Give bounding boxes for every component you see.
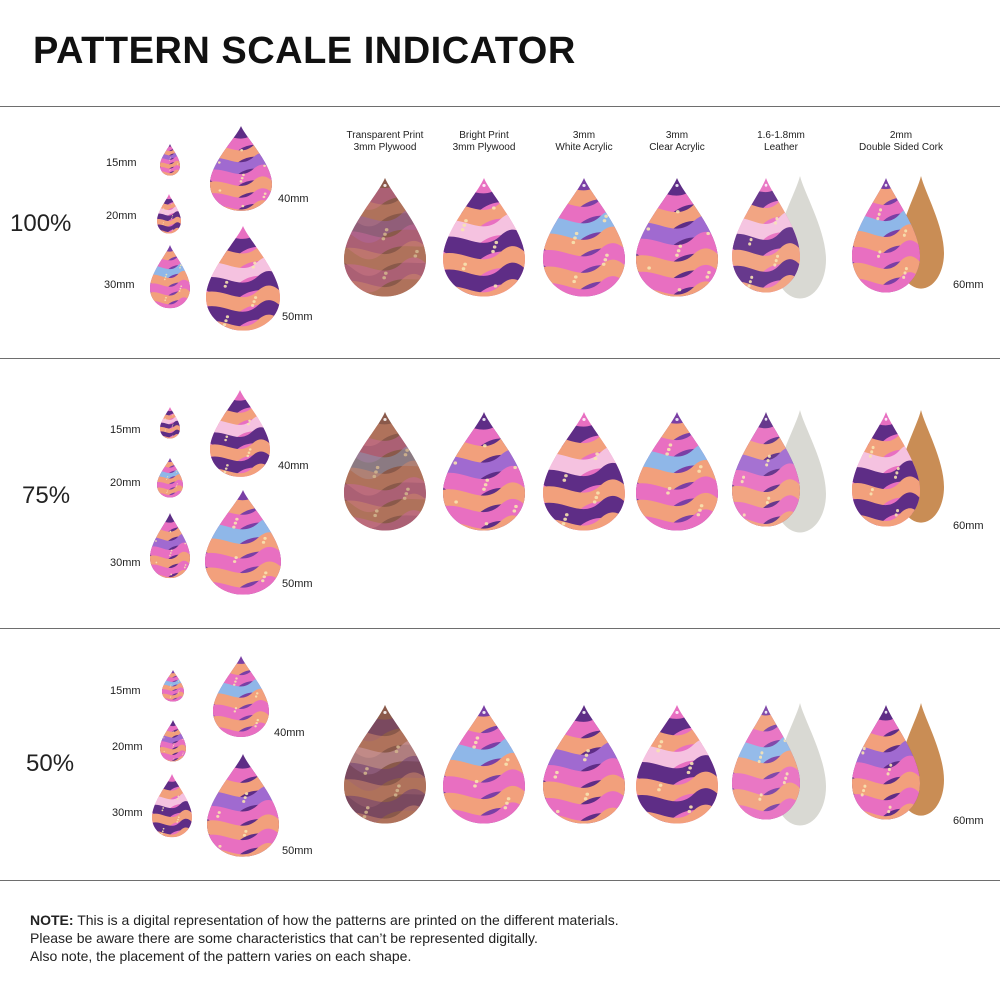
scale-label: 50% xyxy=(26,750,75,777)
size-label: 20mm xyxy=(112,741,143,753)
material-sample-drop xyxy=(344,178,426,298)
note-line-3: Also note, the placement of the pattern … xyxy=(30,948,412,964)
material-label: 3mm Clear Acrylic xyxy=(622,130,732,154)
material-line-1: 3mm xyxy=(665,130,689,141)
material-line-2: White Acrylic xyxy=(555,142,613,153)
material-line-1: 1.6-1.8mm xyxy=(757,130,805,141)
material-sample-drop xyxy=(732,178,800,294)
sample-drop-20mm xyxy=(160,720,186,762)
material-line-2: Double Sided Cork xyxy=(859,142,943,153)
material-sample-drop xyxy=(852,412,920,528)
scale-section: 50% 15mm 20mm 30mm 40mm 50mm 60mm xyxy=(0,630,1000,880)
material-label: Bright Print 3mm Plywood xyxy=(429,130,539,154)
material-line-2: Leather xyxy=(764,142,798,153)
size-label: 30mm xyxy=(110,557,141,569)
material-sample-drop xyxy=(443,705,525,825)
scale-label: 75% xyxy=(22,482,71,509)
material-sample-drop xyxy=(344,705,426,825)
note-label: NOTE: xyxy=(30,912,74,928)
size-label: 15mm xyxy=(106,157,137,169)
material-sample-drop xyxy=(443,412,525,532)
sample-drop-20mm xyxy=(157,194,181,234)
divider xyxy=(0,106,1000,107)
material-sample-drop xyxy=(443,178,525,298)
sample-drop-40mm xyxy=(210,390,270,478)
sample-drop-50mm xyxy=(205,490,281,596)
size-label: 30mm xyxy=(104,279,135,291)
sample-drop-40mm xyxy=(213,656,269,738)
sample-drop-15mm xyxy=(162,670,184,702)
material-sample-drop xyxy=(852,178,920,294)
size-label: 15mm xyxy=(110,685,141,697)
material-sample-drop xyxy=(543,705,625,825)
material-label: Transparent Print 3mm Plywood xyxy=(330,130,440,154)
size-label: 30mm xyxy=(112,807,143,819)
material-line-2: Clear Acrylic xyxy=(649,142,705,153)
material-line-1: Bright Print xyxy=(459,130,509,141)
size-label: 50mm xyxy=(282,578,313,590)
material-sample-drop xyxy=(732,412,800,528)
size-label: 20mm xyxy=(106,210,137,222)
scale-section: 100% 15mm 20mm 30mm 40mm 50mm Transparent Prin… xyxy=(0,108,1000,358)
material-sample-drop xyxy=(636,178,718,298)
size-label: 15mm xyxy=(110,424,141,436)
size-label: 50mm xyxy=(282,311,313,323)
note-line-1: This is a digital representation of how … xyxy=(73,912,619,928)
size-label: 50mm xyxy=(282,845,313,857)
note-text: NOTE: This is a digital representation o… xyxy=(30,911,619,965)
material-line-1: 2mm xyxy=(889,130,913,141)
sample-drop-50mm xyxy=(206,226,280,332)
material-sample-drop xyxy=(732,705,800,821)
material-sample-drop xyxy=(543,178,625,298)
material-sample-drop xyxy=(636,412,718,532)
material-sample-drop xyxy=(852,705,920,821)
page-title: PATTERN SCALE INDICATOR xyxy=(33,30,576,72)
divider xyxy=(0,880,1000,881)
material-label: 2mm Double Sided Cork xyxy=(846,130,956,154)
scale-section: 75% 15mm 20mm 30mm 40mm 50mm 60mm xyxy=(0,360,1000,610)
note-line-2: Please be aware there are some character… xyxy=(30,930,538,946)
material-sample-drop xyxy=(543,412,625,532)
sample-drop-40mm xyxy=(210,126,272,212)
material-sample-drop xyxy=(636,705,718,825)
sample-drop-50mm xyxy=(207,754,279,858)
sample-drop-30mm xyxy=(150,513,190,579)
size-label: 20mm xyxy=(110,477,141,489)
material-label: 1.6-1.8mm Leather xyxy=(726,130,836,154)
sample-drop-15mm xyxy=(160,407,180,439)
material-line-2: 3mm Plywood xyxy=(452,142,516,153)
material-line-1: Transparent Print xyxy=(346,130,424,141)
material-sample-drop xyxy=(344,412,426,532)
sample-drop-20mm xyxy=(157,458,183,498)
size-label: 40mm xyxy=(278,193,309,205)
large-size-label: 60mm xyxy=(953,815,984,827)
large-size-label: 60mm xyxy=(953,520,984,532)
material-label: 3mm White Acrylic xyxy=(529,130,639,154)
sample-drop-30mm xyxy=(152,774,192,838)
material-line-2: 3mm Plywood xyxy=(353,142,417,153)
large-size-label: 60mm xyxy=(953,279,984,291)
sample-drop-30mm xyxy=(150,245,190,309)
size-label: 40mm xyxy=(274,727,305,739)
divider xyxy=(0,358,1000,359)
material-line-1: 3mm xyxy=(572,130,596,141)
scale-label: 100% xyxy=(10,210,72,237)
size-label: 40mm xyxy=(278,460,309,472)
sample-drop-15mm xyxy=(160,144,180,176)
divider xyxy=(0,628,1000,629)
